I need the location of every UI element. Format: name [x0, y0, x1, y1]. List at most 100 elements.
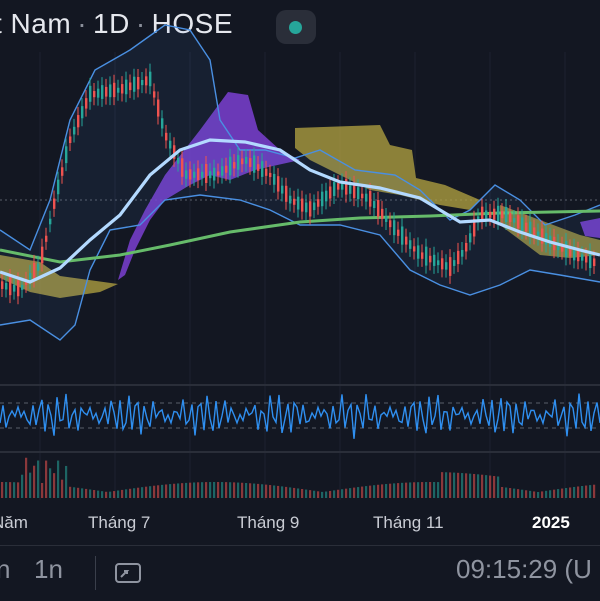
range-button-1n[interactable]: 1n — [34, 554, 63, 584]
volume-bar — [285, 486, 288, 498]
volume-bar — [225, 482, 228, 498]
candle-body — [345, 179, 348, 195]
candle-body — [357, 187, 360, 200]
volume-bar — [493, 476, 496, 498]
candle-body — [17, 280, 20, 297]
volume-bar — [501, 486, 504, 498]
candle-body — [133, 76, 136, 92]
candle-body — [349, 185, 352, 194]
volume-bar — [229, 482, 232, 498]
volume-bar — [545, 490, 548, 498]
volume-bar — [589, 485, 592, 498]
candle-body — [185, 170, 188, 179]
candle-body — [537, 231, 540, 238]
volume-bar — [261, 484, 264, 498]
candle-body — [293, 198, 296, 205]
candle-body — [493, 208, 496, 220]
volume-bar — [449, 472, 452, 498]
volume-bar — [5, 482, 8, 498]
candle-body — [37, 263, 40, 271]
volume-bar — [465, 473, 468, 498]
candle-body — [197, 168, 200, 181]
candle-body — [113, 82, 116, 98]
volume-bar — [393, 483, 396, 498]
candle-body — [365, 193, 368, 202]
symbol-title[interactable]: t Nam · 1D · HOSE — [0, 8, 233, 40]
volume-bar — [453, 472, 456, 498]
candle-body — [105, 86, 108, 97]
volume-bar — [61, 479, 64, 498]
candle-body — [333, 182, 336, 196]
replay-icon[interactable] — [114, 560, 144, 586]
candle-body — [313, 202, 316, 211]
volume-bar — [37, 460, 40, 498]
candle-body — [157, 99, 160, 117]
volume-bar — [345, 488, 348, 498]
volume-bar — [329, 490, 332, 498]
volume-bar — [201, 482, 204, 498]
volume-bar — [441, 472, 444, 498]
volume-bar — [153, 485, 156, 498]
candle-body — [89, 85, 92, 102]
candle-body — [201, 171, 204, 178]
volume-bar — [485, 475, 488, 498]
candle-body — [405, 236, 408, 245]
volume-bar — [277, 485, 280, 498]
volume-bar — [557, 489, 560, 498]
candle-body — [425, 246, 428, 266]
candle-body — [65, 146, 68, 164]
volume-bar — [429, 482, 432, 498]
candle-body — [389, 220, 392, 228]
candle-body — [69, 136, 72, 144]
candle-body — [193, 171, 196, 178]
volume-bar — [197, 482, 200, 498]
volume-bar — [437, 482, 440, 498]
volume-bar — [81, 488, 84, 498]
volume-bar — [113, 491, 116, 498]
candle-body — [509, 213, 512, 222]
candle-body — [433, 254, 436, 266]
volume-bar — [421, 482, 424, 498]
range-button-partial[interactable]: n — [0, 554, 11, 584]
candle-body — [421, 252, 424, 259]
volume-bar — [141, 487, 144, 498]
volume-bar — [169, 484, 172, 498]
candle-body — [441, 258, 444, 270]
volume-bar — [553, 489, 556, 498]
candle-body — [1, 281, 4, 289]
volume-bar — [569, 487, 572, 498]
candle-body — [273, 173, 276, 185]
volume-bar — [361, 486, 364, 498]
volume-bar — [65, 465, 68, 498]
candle-body — [337, 183, 340, 190]
volume-bar — [29, 472, 32, 498]
candle-body — [121, 84, 124, 94]
volume-bar — [209, 482, 212, 498]
candle-body — [409, 240, 412, 249]
price-chart[interactable] — [0, 0, 600, 505]
candle-body — [561, 244, 564, 252]
candle-body — [285, 185, 288, 202]
time-axis[interactable]: Năm Tháng 7 Tháng 9 Tháng 11 2025 — [0, 505, 600, 541]
candle-body — [13, 284, 16, 292]
volume-bar — [533, 491, 536, 498]
volume-bar — [593, 484, 596, 498]
volume-bar — [473, 473, 476, 498]
volume-bar — [365, 486, 368, 498]
volume-bar — [53, 473, 56, 498]
candle-body — [573, 246, 576, 261]
volume-bar — [265, 484, 268, 498]
volume-bar — [433, 482, 436, 498]
volume-bar — [413, 482, 416, 498]
volume-bar — [389, 483, 392, 498]
volume-bar — [185, 482, 188, 498]
volume-bar — [213, 482, 216, 498]
interval-label[interactable]: 1D — [93, 8, 130, 39]
volume-bar — [121, 489, 124, 498]
market-status-badge[interactable] — [276, 10, 316, 44]
cloud-bull-2 — [295, 125, 480, 210]
clock-label[interactable]: 09:15:29 (U — [456, 554, 592, 584]
volume-bar — [33, 465, 36, 498]
oscillator-line — [0, 393, 600, 439]
candle-body — [569, 247, 572, 257]
